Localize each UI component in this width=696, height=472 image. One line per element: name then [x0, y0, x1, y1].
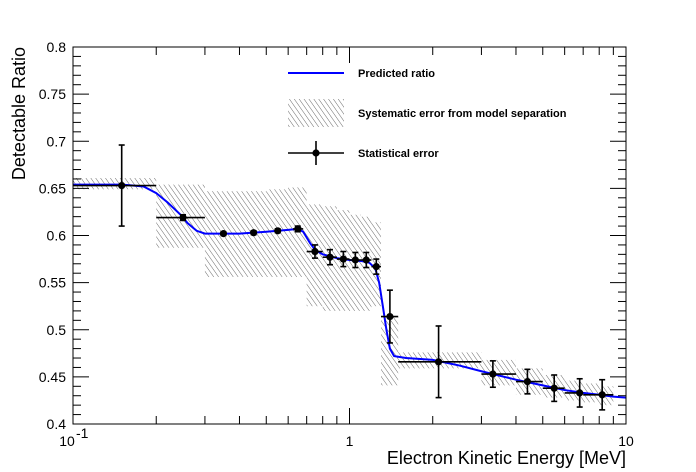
- y-tick-label: 0.75: [39, 86, 66, 102]
- point-marker: [351, 256, 359, 264]
- data-point: [481, 360, 516, 389]
- point-marker: [372, 263, 380, 271]
- legend-statistical-marker: [312, 149, 320, 157]
- data-point: [564, 377, 584, 408]
- point-marker: [434, 358, 443, 366]
- x-tick-label-exponent: -1: [76, 425, 89, 441]
- y-tick-label: 0.4: [47, 416, 67, 432]
- legend-systematic-swatch: [288, 99, 344, 127]
- x-tick-label: 1: [346, 433, 354, 449]
- point-marker: [386, 312, 394, 321]
- y-tick-label: 0.7: [47, 133, 67, 149]
- data-point: [583, 378, 614, 411]
- data-point: [542, 374, 565, 403]
- data-point: [336, 250, 350, 268]
- y-tick-label: 0.65: [39, 180, 66, 196]
- y-tick-label: 0.6: [47, 228, 67, 244]
- point-marker: [274, 227, 282, 235]
- data-point: [371, 258, 382, 275]
- legend-predicted-label: Predicted ratio: [358, 68, 435, 80]
- point-marker: [576, 389, 584, 397]
- data-point: [322, 248, 337, 266]
- data-point: [360, 251, 372, 269]
- data-point: [219, 230, 228, 238]
- data-point: [349, 251, 361, 269]
- x-tick-label: 10: [59, 433, 75, 449]
- point-marker: [339, 255, 347, 263]
- data-point: [156, 213, 205, 222]
- legend-statistical-label: Statistical error: [358, 148, 439, 160]
- axis-ticks: 0.40.450.50.550.60.650.70.750.810 -1 1 10: [39, 39, 634, 449]
- point-marker: [311, 247, 319, 256]
- point-marker: [598, 391, 606, 399]
- systematic-band: [73, 178, 614, 406]
- point-marker: [326, 253, 334, 261]
- data-point: [274, 227, 282, 235]
- y-tick-label: 0.8: [47, 39, 67, 55]
- legend: Predicted ratio Systematic error from mod…: [288, 68, 567, 165]
- data-point: [250, 229, 258, 237]
- point-marker: [250, 229, 258, 237]
- legend-systematic-label: Systematic error from model separation: [358, 108, 567, 120]
- point-marker: [179, 213, 187, 222]
- point-marker: [362, 256, 370, 264]
- point-marker: [118, 181, 126, 190]
- point-marker: [523, 377, 532, 386]
- y-tick-label: 0.55: [39, 275, 66, 291]
- point-marker: [550, 384, 558, 392]
- point-marker: [219, 230, 228, 238]
- data-point: [381, 289, 399, 344]
- data-point: [293, 225, 304, 233]
- x-tick-label: 10: [618, 433, 634, 449]
- y-tick-label: 0.45: [39, 369, 66, 385]
- data-point: [515, 368, 543, 395]
- x-axis-title: Electron Kinetic Energy [MeV]: [387, 448, 626, 468]
- systematic-band-bin: [381, 316, 399, 386]
- data-point: [306, 244, 323, 259]
- data-point: [73, 144, 157, 227]
- point-marker: [489, 370, 497, 378]
- y-tick-label: 0.5: [47, 322, 67, 338]
- points-layer: [73, 144, 614, 411]
- data-point: [398, 325, 482, 399]
- y-axis-title: Detectable Ratio: [9, 47, 29, 180]
- point-marker: [294, 225, 302, 233]
